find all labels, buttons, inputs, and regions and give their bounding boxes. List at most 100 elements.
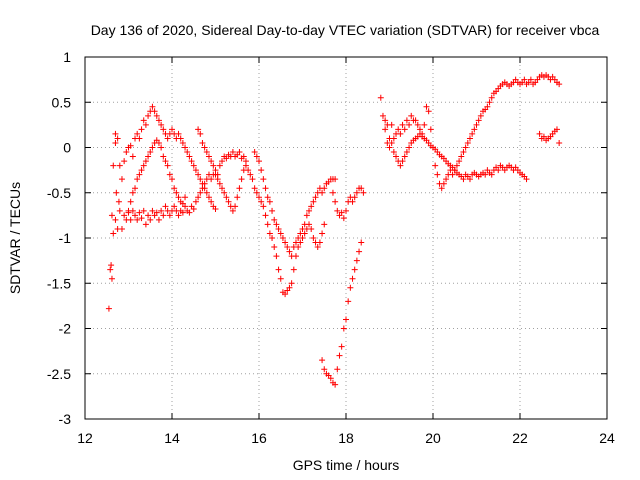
data-point [177, 135, 184, 142]
data-point [138, 126, 145, 133]
x-tick-label: 22 [512, 430, 528, 446]
data-point [275, 266, 282, 273]
data-point [115, 198, 122, 205]
data-point [229, 207, 236, 214]
data-point [114, 135, 121, 142]
x-tick-label: 24 [599, 430, 615, 446]
data-point [288, 253, 295, 260]
data-point [434, 171, 441, 178]
data-point [258, 198, 265, 205]
x-tick-label: 14 [164, 430, 180, 446]
data-point [540, 133, 547, 140]
data-point [399, 158, 406, 165]
data-point [290, 266, 297, 273]
data-point [164, 135, 171, 142]
data-point [321, 221, 328, 228]
data-point [127, 198, 134, 205]
data-point [473, 121, 480, 128]
data-point [264, 221, 271, 228]
data-point [118, 176, 125, 183]
data-point [149, 144, 156, 151]
data-point [393, 153, 400, 160]
data-point [108, 262, 115, 269]
data-point [282, 239, 289, 246]
data-point [142, 158, 149, 165]
data-point [266, 230, 273, 237]
data-point [343, 207, 349, 214]
data-point [340, 215, 347, 222]
grid-lines [85, 57, 607, 419]
chart-title: Day 136 of 2020, Sidereal Day-to-day VTE… [91, 22, 600, 38]
data-point [142, 121, 149, 128]
data-point [462, 144, 469, 151]
data-point [145, 212, 152, 219]
data-point [136, 209, 143, 216]
data-point [129, 189, 136, 196]
data-point [225, 198, 232, 205]
data-point [164, 162, 171, 169]
data-point [132, 185, 139, 192]
data-point [134, 130, 141, 137]
data-point [353, 189, 360, 196]
data-point [140, 162, 147, 169]
data-point [284, 244, 291, 251]
data-point [488, 171, 495, 178]
data-point [397, 162, 404, 169]
data-point [269, 235, 276, 241]
data-point [108, 212, 115, 219]
data-point [286, 284, 293, 291]
data-point [269, 207, 276, 214]
data-point [271, 216, 278, 223]
data-point [110, 162, 117, 169]
data-point [312, 194, 319, 201]
data-point [201, 144, 208, 151]
data-point [273, 221, 280, 228]
data-point [242, 162, 249, 169]
data-point [282, 291, 289, 298]
plot-frame [84, 56, 608, 420]
data-point [521, 76, 528, 83]
data-point [379, 112, 386, 119]
data-point [319, 230, 326, 237]
data-point [186, 209, 193, 216]
data-point [195, 194, 202, 201]
data-point [292, 239, 299, 246]
data-point [192, 198, 199, 205]
data-point [171, 203, 178, 210]
data-point [132, 212, 139, 219]
y-tick-label: 0.5 [52, 94, 72, 110]
data-point [199, 139, 206, 146]
data-point [260, 203, 267, 210]
data-point [208, 158, 215, 165]
data-point [129, 153, 136, 160]
data-point [460, 176, 467, 183]
x-tick-label: 12 [77, 430, 93, 446]
data-point [245, 167, 252, 174]
data-point [190, 206, 197, 213]
data-point [107, 266, 114, 273]
data-point [195, 126, 202, 133]
series-track-b [110, 103, 219, 213]
data-point [253, 153, 260, 160]
data-point [173, 189, 180, 196]
data-series [105, 72, 563, 388]
data-point [482, 171, 489, 178]
data-point [290, 244, 297, 251]
data-point [223, 194, 230, 201]
data-point [338, 343, 345, 350]
data-point [256, 194, 262, 201]
data-point [408, 112, 415, 119]
y-tick-label: -3 [59, 411, 72, 427]
x-axis-label: GPS time / hours [293, 457, 400, 473]
data-point [390, 149, 397, 156]
data-point [351, 266, 358, 273]
data-point [466, 176, 473, 183]
data-point [162, 203, 169, 210]
x-tick-label: 20 [425, 430, 441, 446]
data-point [438, 185, 445, 192]
data-point [306, 207, 313, 214]
series-track-j [536, 126, 563, 146]
data-point [155, 117, 162, 124]
data-point [197, 130, 204, 137]
series-track-c [125, 137, 189, 214]
